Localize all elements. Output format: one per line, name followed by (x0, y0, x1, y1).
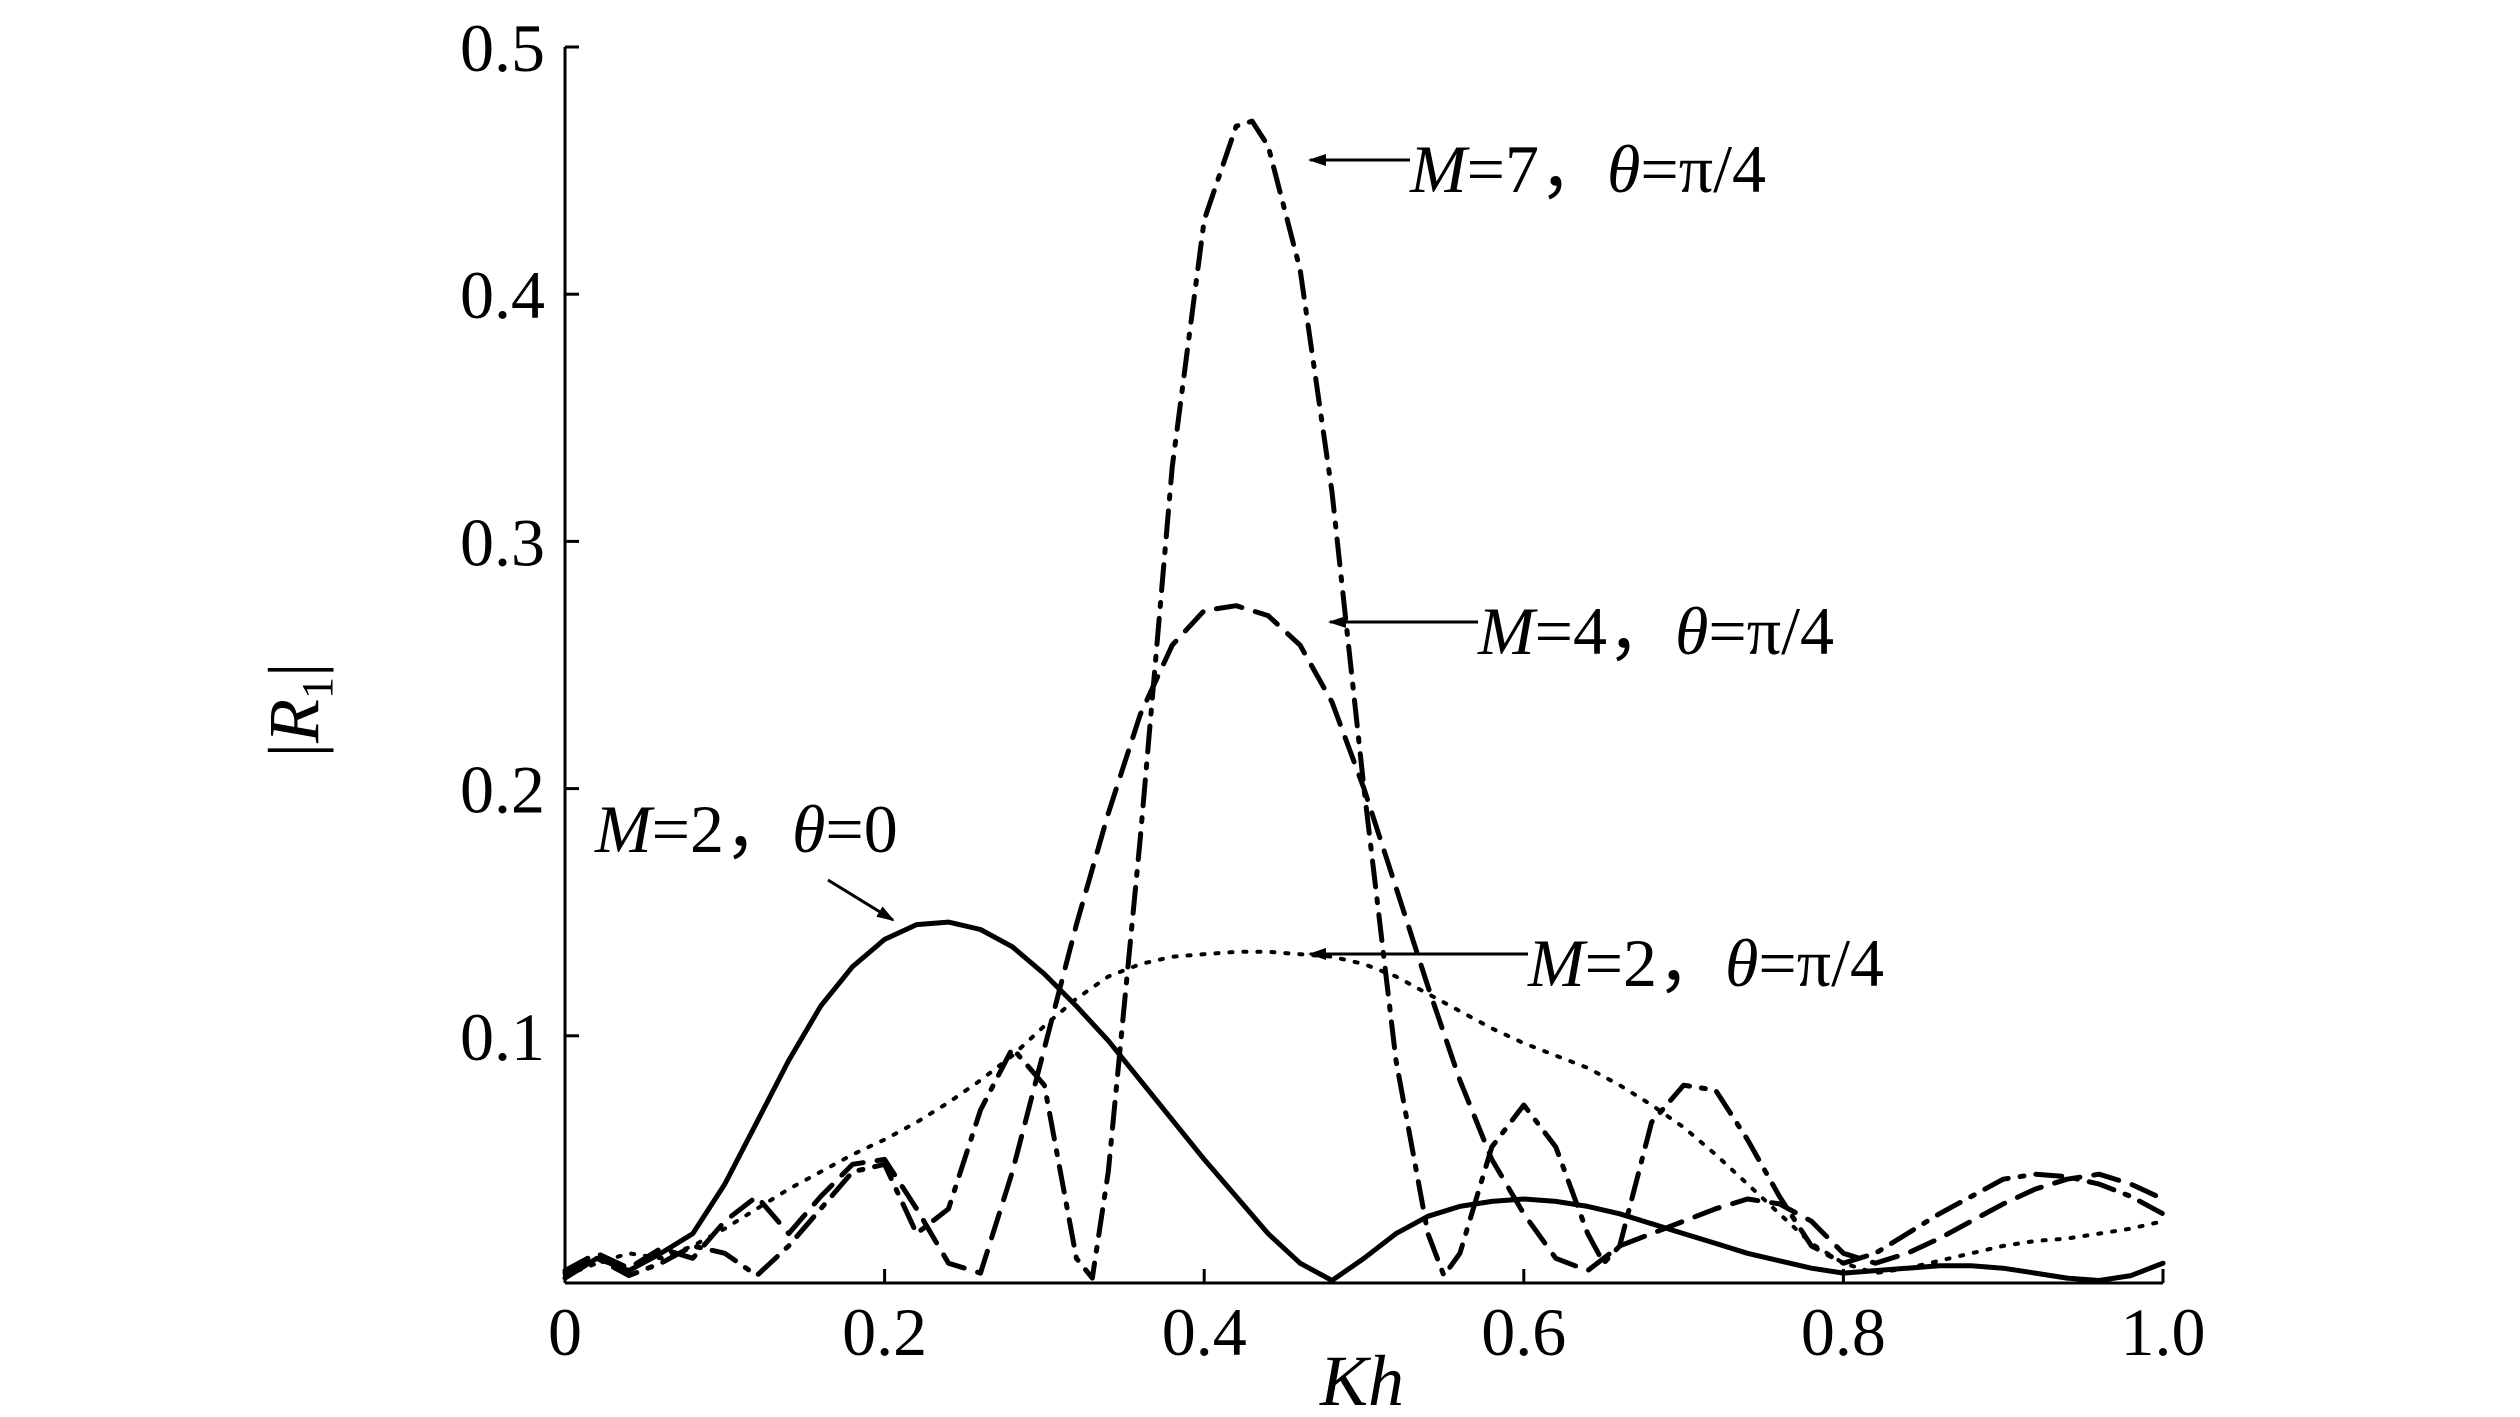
y-tick-label: 0.4 (460, 257, 545, 333)
annotation-label: M=7，θ=π/4 (1409, 131, 1766, 207)
annotation-var: M (1527, 925, 1588, 1001)
x-axis-title: Kh (1319, 1341, 1404, 1417)
annotation-arrow (827, 878, 895, 922)
y-axis-title-sub: 1 (293, 677, 342, 699)
annotation-rest: =π/4 (1708, 593, 1834, 669)
x-tick-label: 0.6 (1481, 1294, 1566, 1370)
annotation-4: M=2，θ=0 (594, 791, 898, 922)
y-tick-label: 0.3 (460, 504, 545, 580)
annotation-mid: =2， (652, 791, 792, 867)
annotation-mid: =2， (1585, 925, 1725, 1001)
axes (563, 47, 2163, 1285)
annotation-var: M (1477, 593, 1538, 669)
x-tick-label: 1.0 (2121, 1294, 2206, 1370)
x-tick-label: 0.4 (1162, 1294, 1247, 1370)
x-tick-label: 0.8 (1801, 1294, 1886, 1370)
ticks: 0 0.2 0.4 0.6 0.8 1.0 0.1 0.2 0.3 0.4 0.5 (460, 10, 2206, 1370)
annotation-mid: =7， (1467, 131, 1607, 207)
y-tick-label: 0.2 (460, 752, 545, 828)
y-tick-label: 0.5 (460, 10, 545, 86)
series-line-3 (562, 603, 2166, 1276)
annotation-theta: θ (792, 791, 825, 867)
annotation-label: M=2，θ=π/4 (1527, 925, 1884, 1001)
annotation-layer: M=7，θ=π/4M=4，θ=π/4M=2，θ=π/4M=2，θ=0 (594, 131, 1884, 1001)
annotation-1: M=7，θ=π/4 (1308, 131, 1766, 207)
series-layer (562, 118, 2166, 1283)
x-tick-label: 0.2 (842, 1294, 927, 1370)
svg-text:|R1|: |R1| (254, 663, 342, 758)
annotation-rest: =π/4 (1640, 131, 1766, 207)
annotation-2: M=4，θ=π/4 (1328, 593, 1834, 669)
annotation-rest: =0 (825, 791, 897, 867)
annotation-label: M=4，θ=π/4 (1477, 593, 1834, 669)
annotation-3: M=2，θ=π/4 (1308, 925, 1884, 1001)
y-axis-title-main: R (254, 699, 334, 744)
annotation-mid: =4， (1535, 593, 1675, 669)
x-tick-label: 0 (548, 1294, 582, 1370)
series-line-2 (563, 949, 2165, 1278)
annotation-label: M=2，θ=0 (594, 791, 898, 867)
annotation-theta: θ (1725, 925, 1758, 1001)
annotation-rest: =π/4 (1758, 925, 1884, 1001)
annotation-theta: θ (1675, 593, 1708, 669)
annotation-var: M (1409, 131, 1470, 207)
y-axis-title-bar-right: | (254, 663, 334, 677)
y-axis-title-bar-left: | (254, 743, 334, 757)
annotation-var: M (594, 791, 655, 867)
series-line-1 (562, 919, 2166, 1283)
series-line-4 (562, 118, 2166, 1281)
y-axis-title: |R1| (254, 663, 342, 758)
annotation-theta: θ (1607, 131, 1640, 207)
y-tick-label: 0.1 (460, 999, 545, 1075)
